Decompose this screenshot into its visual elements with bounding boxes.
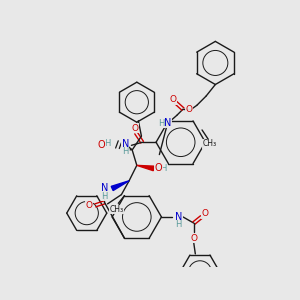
Text: H: H [104, 139, 111, 148]
Text: H: H [158, 118, 165, 127]
Text: O: O [85, 201, 93, 210]
Polygon shape [137, 165, 154, 171]
Polygon shape [111, 181, 129, 190]
Text: H: H [160, 164, 166, 173]
Text: O: O [154, 164, 162, 173]
Text: H: H [122, 147, 128, 156]
Text: O: O [202, 209, 209, 218]
Text: N: N [164, 118, 171, 128]
Text: H: H [175, 220, 182, 229]
Text: H: H [101, 192, 108, 201]
Text: O: O [132, 124, 139, 133]
Text: O: O [190, 234, 197, 243]
Text: N: N [122, 139, 129, 149]
Text: N: N [175, 212, 182, 222]
Text: CH₃: CH₃ [110, 205, 124, 214]
Text: CH₃: CH₃ [203, 139, 217, 148]
Text: O: O [98, 140, 105, 150]
Text: O: O [186, 105, 193, 114]
Text: N: N [101, 184, 108, 194]
Text: O: O [169, 95, 176, 104]
